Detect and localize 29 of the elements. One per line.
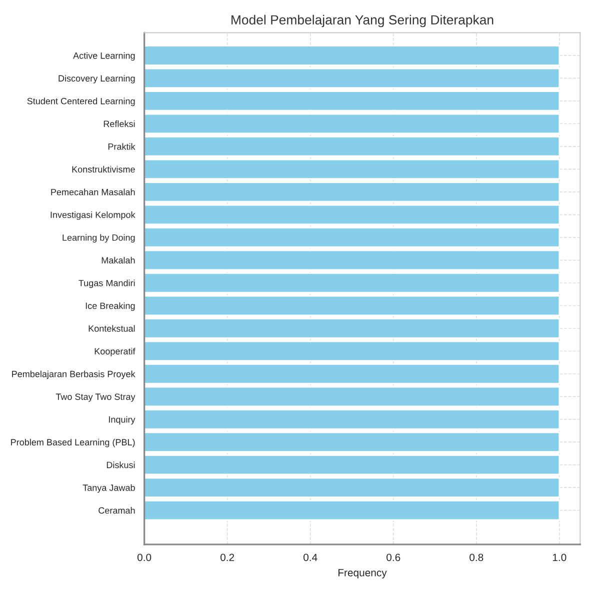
x-axis-title: Frequency (338, 569, 387, 578)
y-tick-label: Konstruktivisme (72, 166, 135, 173)
y-tick-label: Tugas Mandiri (78, 280, 135, 288)
x-tick-label: 0.2 (220, 554, 234, 562)
x-tick-label: 0.4 (304, 554, 318, 562)
y-tick-label: Learning by Doing (62, 234, 135, 243)
y-tick-label: Tanya Jawab (82, 484, 135, 493)
y-tick-label: Two Stay Two Stray (56, 394, 136, 402)
y-tick-label: Praktik (108, 143, 136, 150)
chart-title: Model Pembelajaran Yang Sering Diterapkan (232, 14, 494, 28)
y-tick-label: Discovery Learning (58, 74, 135, 84)
x-tick-label: 0.0 (137, 554, 152, 562)
y-tick-label: Student Centered Learning (27, 98, 135, 106)
x-tick-label: 0.6 (386, 554, 400, 562)
y-tick-label: Kontekstual (88, 325, 135, 332)
y-tick-label: Pemecahan Masalah (51, 188, 135, 196)
y-tick-label: Kooperatif (94, 348, 136, 356)
x-tick-label: 1.0 (552, 554, 566, 562)
y-tick-label: Problem Based Learning (PBL) (11, 438, 135, 448)
y-tick-label: Refleksi (104, 120, 135, 128)
y-tick-label: Active Learning (73, 52, 135, 61)
y-tick-label: Diskusi (106, 462, 135, 468)
y-tick-label: Ice Breaking (86, 302, 135, 311)
y-tick-label: Makalah (102, 256, 135, 264)
y-tick-label: Ceramah (98, 507, 135, 514)
y-tick-label: Investigasi Kelompok (50, 211, 136, 220)
y-tick-label: Pembelajaran Berbasis Proyek (12, 370, 136, 380)
x-tick-label: 0.8 (470, 554, 484, 562)
y-tick-label: Inquiry (109, 416, 136, 424)
